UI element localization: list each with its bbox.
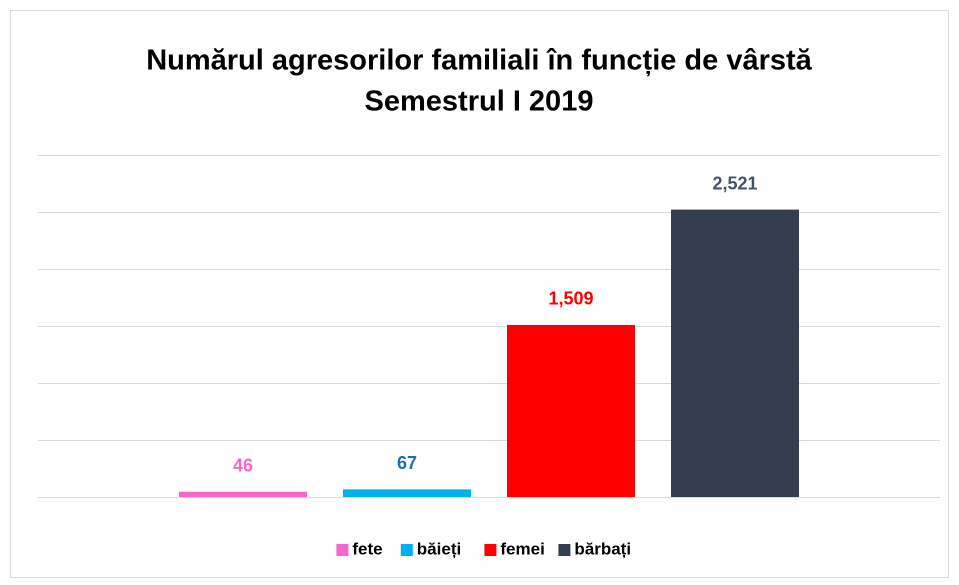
legend-swatch	[336, 544, 349, 556]
data-label: 67	[397, 453, 417, 473]
data-label: 2,521	[712, 173, 757, 193]
legend-label: fete	[352, 539, 382, 558]
legend-swatch	[558, 544, 571, 556]
data-label: 46	[233, 456, 253, 476]
legend-label: băieți	[417, 539, 461, 558]
bar	[671, 209, 799, 497]
data-label: 1,509	[548, 289, 593, 309]
legend-swatch	[484, 544, 497, 556]
bar	[507, 324, 635, 497]
bar	[179, 491, 307, 497]
bar	[343, 489, 471, 497]
chart-subtitle: Semestrul I 2019	[365, 86, 594, 118]
chart-title: Numărul agresorilor familiali în funcție…	[146, 45, 812, 77]
legend-label: bărbați	[574, 539, 631, 558]
legend-swatch	[400, 544, 413, 556]
legend-label: femei	[500, 539, 544, 558]
